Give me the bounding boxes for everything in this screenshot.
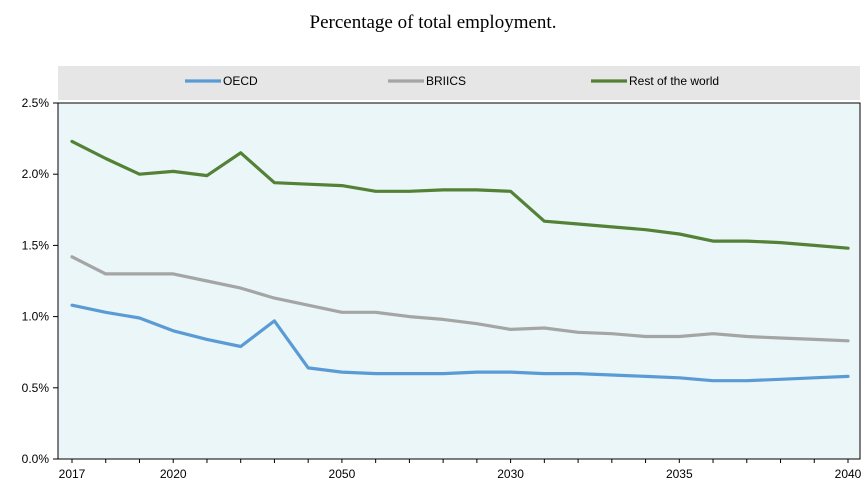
series-line-rest-of-the-world: [70, 139, 850, 250]
series-line-oecd: [70, 303, 850, 383]
y-tick-label: 1.5%: [22, 238, 50, 252]
x-axis: 2017 2020 2050 2030 2035 2040: [59, 459, 862, 481]
legend-background: [58, 66, 860, 100]
x-tick-label: 2030: [497, 467, 524, 481]
y-axis: 0.0% 0.5% 1.0% 1.5% 2.0% 2.5%: [22, 96, 58, 466]
y-tick-label: 1.0%: [22, 310, 50, 324]
x-tick-label: 2040: [835, 467, 862, 481]
series-line-briics: [70, 255, 850, 343]
series-group: [70, 139, 850, 383]
legend-label-rest-of-the-world: Rest of the world: [629, 74, 719, 88]
plot-area: [57, 102, 861, 460]
legend-label-briics: BRIICS: [426, 74, 466, 88]
x-tick-label: 2017: [59, 467, 86, 481]
y-tick-label: 2.5%: [22, 96, 50, 110]
y-tick-label: 0.0%: [22, 452, 50, 466]
y-tick-label: 2.0%: [22, 167, 50, 181]
x-tick-label: 2050: [329, 467, 356, 481]
legend: OECD BRIICS Rest of the world: [185, 74, 719, 88]
chart-title: Percentage of total employment.: [309, 12, 557, 33]
x-tick-label: 2035: [666, 467, 693, 481]
y-tick-label: 0.5%: [22, 381, 50, 395]
legend-label-oecd: OECD: [223, 74, 258, 88]
x-tick-label: 2020: [160, 467, 187, 481]
